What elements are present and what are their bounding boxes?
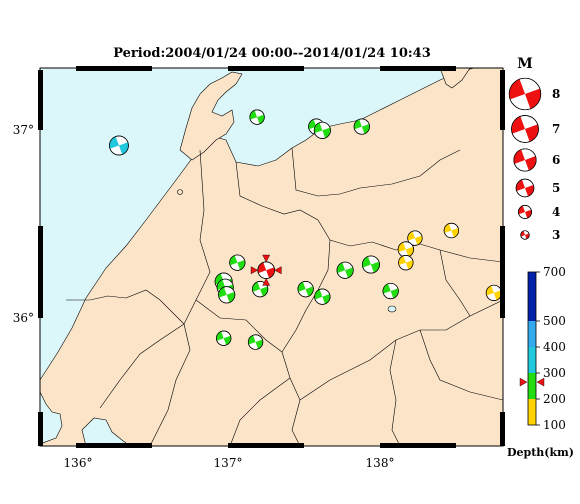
event-beachball [336, 261, 354, 279]
latest-event-marker [250, 266, 259, 275]
event-beachball [229, 254, 246, 271]
land-noto-peninsula [179, 71, 243, 161]
lon-tick-label: 137° [214, 456, 243, 470]
map-frame [38, 66, 505, 448]
event-beachball [249, 109, 265, 125]
depth-tick-label: 300 [543, 366, 566, 380]
magnitude-legend-label: 5 [552, 181, 560, 195]
depth-marker [519, 377, 545, 387]
depth-band-yellow [528, 399, 536, 425]
depth-colorbar: 700 500 400 300 200 100 Depth(km) [507, 265, 574, 459]
lon-tick-label: 136° [64, 456, 93, 470]
magnitude-legend-ball [511, 115, 539, 143]
island [177, 189, 183, 195]
event-beachball [443, 222, 460, 239]
magnitude-legend-label: 4 [552, 205, 560, 219]
event-beachball [218, 286, 236, 304]
event-beachball [485, 284, 502, 301]
lat-tick-label: 36° [13, 311, 34, 325]
magnitude-legend-ball [508, 77, 542, 111]
magnitude-legend-label: 3 [552, 228, 560, 242]
latest-event-beachball [257, 261, 275, 279]
latitude-ticks: 37° 36° [13, 123, 34, 325]
latest-event-marker [262, 254, 271, 263]
event-beachball [407, 230, 423, 246]
depth-tick-label: 100 [543, 418, 566, 432]
magnitude-legend-ball [520, 230, 530, 240]
depth-tick-label: 500 [543, 314, 566, 328]
latest-event-marker [262, 278, 271, 286]
lon-tick-label: 138° [366, 456, 395, 470]
depth-band-green [528, 373, 536, 399]
map-title: Period:2004/01/24 00:00--2014/01/24 10:4… [113, 46, 431, 61]
event-beachball [297, 281, 314, 298]
magnitude-legend-ball [518, 205, 532, 219]
event-markers [109, 109, 502, 350]
depth-band-cyan [528, 347, 536, 373]
event-beachball [361, 255, 380, 274]
magnitude-legend-header: M [517, 56, 533, 72]
magnitude-legend-label: 8 [552, 87, 560, 101]
event-beachball [216, 330, 232, 346]
map-area [40, 68, 503, 446]
magnitude-legend-ball [513, 148, 537, 172]
event-beachball [314, 288, 331, 305]
magnitude-legend-label: 6 [552, 153, 560, 167]
depth-tick-label: 400 [543, 340, 566, 354]
depth-tick-label: 700 [543, 265, 566, 279]
event-beachball [247, 334, 264, 350]
lat-tick-label: 37° [13, 123, 34, 137]
magnitude-legend-ball [515, 178, 535, 198]
event-beachball [313, 121, 331, 139]
lake [387, 305, 397, 313]
depth-tick-label: 200 [543, 392, 566, 406]
land-sado-island [439, 68, 471, 89]
prefecture-boundaries [66, 147, 503, 446]
depth-band-blue [528, 272, 536, 321]
event-beachball [353, 118, 370, 135]
depth-legend-title: Depth(km) [507, 446, 574, 459]
longitude-ticks: 136° 137° 138° [64, 456, 395, 470]
event-beachball [398, 255, 414, 271]
magnitude-legend-label: 7 [552, 122, 560, 136]
event-beachball [109, 135, 129, 156]
event-beachball [382, 282, 399, 300]
depth-band-lightblue [528, 321, 536, 347]
event-beachball [397, 241, 414, 258]
latest-event-marker [274, 266, 282, 275]
magnitude-legend: 8 7 6 5 4 3 [508, 77, 560, 242]
